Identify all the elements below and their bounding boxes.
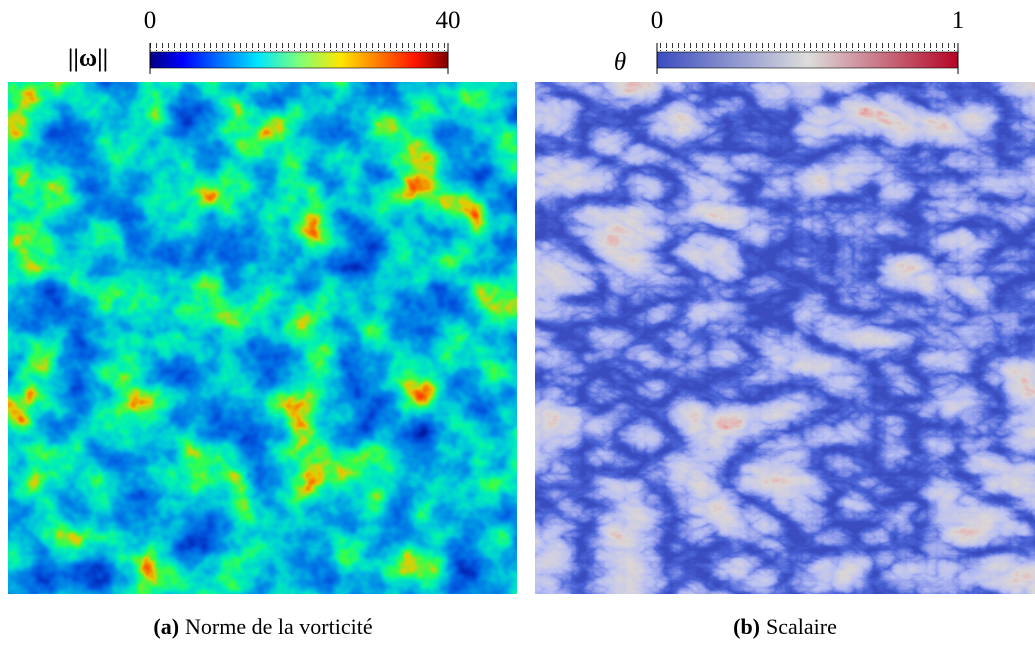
caption-label: (b) [733,614,760,639]
colorbar-tick-label: 40 [436,7,461,34]
colorbar-minor-ticks [150,43,448,51]
scalar-field [535,82,1035,594]
vorticity-field [8,82,517,594]
colorbar [656,51,959,69]
colorbar [149,51,449,69]
caption-a: (a) Norme de la vorticité [153,614,372,639]
caption-label: (a) [153,614,179,639]
colorbar-label: ||ω|| [68,45,108,72]
colorbar-tick-label: 1 [952,7,965,34]
caption-text: Norme de la vorticité [185,614,373,639]
caption-b: (b) Scalaire [733,614,837,639]
colorbar-minor-ticks [657,43,958,51]
colorbar-tick-label: 0 [651,7,664,34]
caption-text: Scalaire [766,614,837,639]
colorbar-label: θ [614,49,626,76]
colorbar-tick-label: 0 [144,7,157,34]
